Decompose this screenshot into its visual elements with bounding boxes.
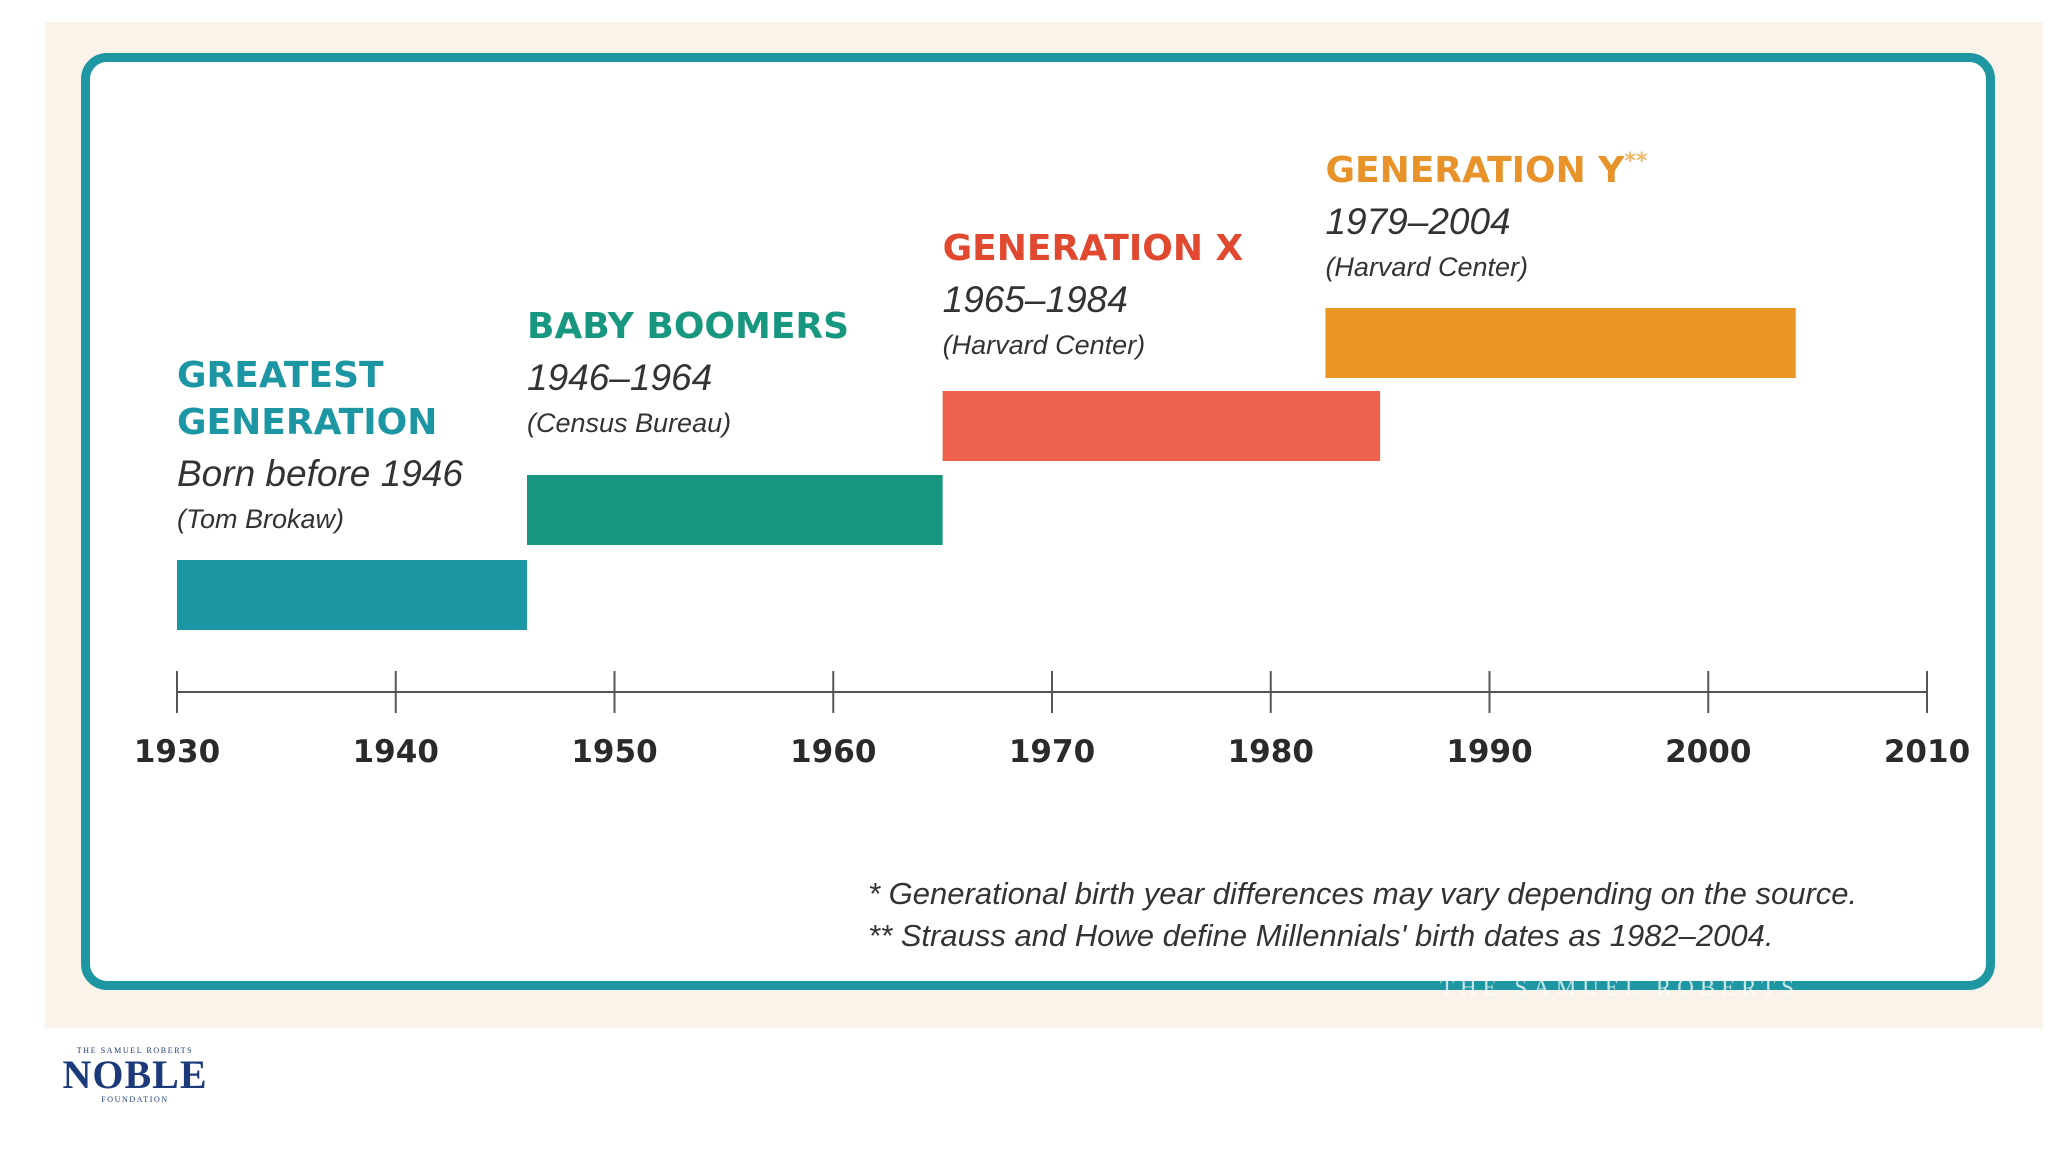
tick-label-1940: 1940 <box>353 734 439 770</box>
generation-title-1-line-2: GENERATION <box>177 402 437 443</box>
generation-years-4: 1979–2004 <box>1325 201 1510 242</box>
generation-title-2-line-1: BABY BOOMERS <box>527 306 849 347</box>
chart-frame <box>81 53 1995 990</box>
bar-1 <box>177 560 527 630</box>
tick-label-1970: 1970 <box>1009 734 1095 770</box>
footnote-2: ** Strauss and Howe define Millennials' … <box>868 918 1773 953</box>
tick-label-1950: 1950 <box>571 734 657 770</box>
logo-line-top: THE SAMUEL ROBERTS <box>76 1046 194 1055</box>
generation-years-3: 1965–1984 <box>943 279 1128 320</box>
bar-4 <box>1325 308 1796 378</box>
logo-line-bottom: FOUNDATION <box>101 1095 169 1104</box>
noble-foundation-logo: THE SAMUEL ROBERTS NOBLE FOUNDATION <box>60 1046 210 1104</box>
tick-label-1980: 1980 <box>1228 734 1314 770</box>
generation-title-1-line-1: GREATEST <box>177 355 384 396</box>
generation-source-2: (Census Bureau) <box>527 408 731 438</box>
tick-label-2000: 2000 <box>1665 734 1751 770</box>
watermark: THE SAMUEL ROBERTS <box>1440 975 1800 1001</box>
footnote-1: * Generational birth year differences ma… <box>868 876 1857 911</box>
bars-layer <box>177 308 1796 630</box>
generation-title-suffix: ** <box>1624 149 1648 174</box>
tick-label-1960: 1960 <box>790 734 876 770</box>
generation-title-4-line-1: GENERATION Y** <box>1325 149 1647 191</box>
tick-label-1930: 1930 <box>134 734 220 770</box>
logo-name: NOBLE <box>62 1052 208 1097</box>
bar-2 <box>527 475 943 545</box>
tick-label-1990: 1990 <box>1446 734 1532 770</box>
generation-title-3-line-1: GENERATION X <box>943 228 1244 269</box>
tick-label-2010: 2010 <box>1884 734 1970 770</box>
watermark-text: THE SAMUEL ROBERTS <box>1440 975 1801 1000</box>
generation-source-3: (Harvard Center) <box>943 330 1146 360</box>
generation-source-4: (Harvard Center) <box>1325 252 1528 282</box>
generation-source-1: (Tom Brokaw) <box>177 504 344 534</box>
generation-years-1: Born before 1946 <box>177 453 463 494</box>
generation-years-2: 1946–1964 <box>527 357 712 398</box>
bar-3 <box>942 391 1381 461</box>
labels-layer: GREATEST GENERATION Born before 1946 (Tom B… <box>177 149 1648 534</box>
timeline-axis: 1930 1940 1950 1960 1970 1980 1990 2000 2010 <box>134 671 1970 770</box>
footnotes: * Generational birth year differences ma… <box>868 876 1857 953</box>
